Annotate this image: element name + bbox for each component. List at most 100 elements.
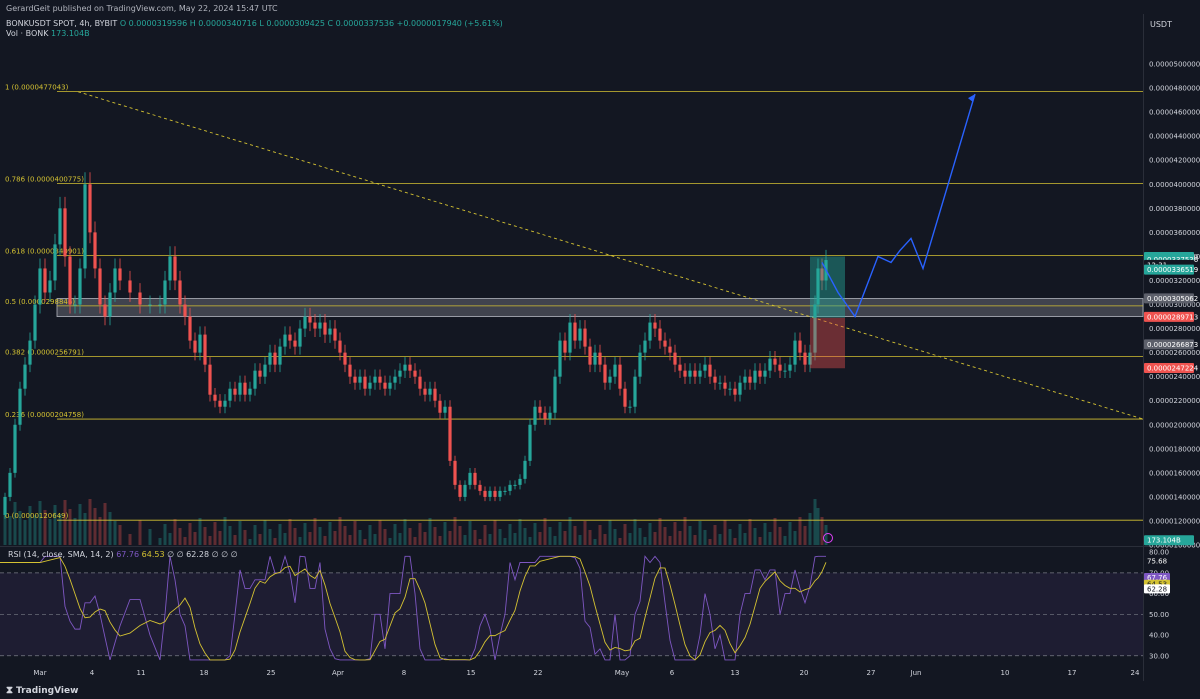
candle-body [138, 292, 142, 305]
projection-path[interactable] [821, 93, 976, 319]
rsi-tick-label: 30.00 [1149, 652, 1169, 660]
time-tick-label: 20 [800, 669, 809, 677]
candle-body [58, 208, 62, 245]
candle-body [668, 346, 672, 353]
candle-body [798, 340, 802, 353]
candle-body [208, 364, 212, 395]
price-tick-label: 0.0000260000 [1149, 349, 1200, 357]
candle-body [438, 400, 442, 413]
volume-bar [273, 538, 277, 545]
volume-bar [798, 517, 802, 545]
rsi-ma-line[interactable] [0, 555, 827, 661]
volume-bar [53, 505, 57, 545]
volume-bar [203, 527, 207, 545]
candle-body [178, 280, 182, 305]
volume-bar [263, 520, 267, 545]
long-stop-box[interactable] [810, 317, 845, 369]
volume-bar [328, 522, 332, 545]
volume-bar [308, 532, 312, 545]
candle-body [68, 256, 72, 305]
price-badge-label: 173.104B [1147, 537, 1181, 545]
volume-bar [228, 526, 232, 545]
long-target-box[interactable] [810, 256, 845, 318]
candle-body [528, 424, 532, 461]
volume-bar [728, 529, 732, 545]
volume-bar [538, 532, 542, 545]
resistance-zone-box[interactable] [56, 298, 1144, 317]
volume-bar [673, 522, 677, 545]
volume-bar [738, 524, 742, 545]
candle-body [613, 364, 617, 377]
volume-bar [478, 539, 482, 545]
volume-bar [783, 536, 787, 545]
price-tick-label: 0.0000420000 [1149, 157, 1200, 165]
volume-bar [18, 511, 22, 545]
candle-body [63, 208, 67, 257]
volume-bar [318, 527, 322, 545]
candle-body [468, 472, 472, 485]
candle-body [353, 376, 357, 383]
volume-bar [718, 534, 722, 545]
candle-body [103, 304, 107, 317]
ohlc-line: BONKUSDT SPOT, 4h, BYBIT O 0.0000319596 … [6, 19, 503, 28]
rsi-label[interactable]: RSI (14, close, SMA, 14, 2) [8, 550, 114, 559]
volume-bar [403, 519, 407, 545]
candle-body [633, 376, 637, 407]
volume-bar [48, 519, 52, 545]
candle-body [703, 364, 707, 371]
fib-level-label: 0 (0.0000120649) [5, 512, 69, 520]
candle-body [3, 496, 7, 515]
time-tick-label: Jun [910, 669, 922, 677]
volume-bar [508, 524, 512, 545]
volume-bar [493, 520, 497, 545]
candle-body [813, 304, 817, 353]
candle-body [323, 322, 327, 335]
price-badge [1144, 264, 1194, 275]
volume-bar [824, 525, 828, 545]
volume-bar [128, 534, 132, 545]
candle-body [333, 328, 337, 341]
volume-bar [428, 518, 432, 545]
candle-body [548, 412, 552, 419]
candle-body [763, 370, 767, 377]
volume-bar [593, 539, 597, 545]
candle-body [568, 322, 572, 353]
candle-body [693, 370, 697, 377]
symbol-label[interactable]: BONKUSDT SPOT, 4h, BYBIT [6, 19, 118, 28]
volume-bar [253, 525, 257, 545]
volume-bar [663, 527, 667, 545]
rsi-tick-label: 60.00 [1149, 590, 1169, 598]
price-tick-label: 0.0000120000 [1149, 517, 1200, 525]
time-tick-label: 13 [731, 669, 740, 677]
chart-canvas[interactable]: 0.0000500000 0.0000480000 0.0000460000 0.00… [0, 0, 1200, 681]
alert-icon[interactable] [823, 533, 833, 543]
volume-bar [648, 523, 652, 545]
candle-body [573, 322, 577, 341]
volume-bar [583, 521, 587, 545]
price-badge [1144, 362, 1194, 373]
price-tick-label: 0.0000440000 [1149, 133, 1200, 141]
volume-bar [188, 523, 192, 545]
candle-body [683, 370, 687, 377]
volume-bar [698, 521, 702, 545]
volume-bar [78, 504, 82, 545]
volume-bar [298, 537, 302, 545]
rsi-badge [1144, 556, 1170, 566]
volume-label[interactable]: Vol · BONK [6, 29, 49, 38]
volume-bar [163, 524, 167, 545]
volume-bar [513, 533, 517, 545]
volume-bar [83, 513, 87, 545]
candle-body [743, 376, 747, 383]
candle-body [623, 388, 627, 407]
price-badge-label: 0.0000247224 [1147, 364, 1199, 372]
volume-bar [628, 533, 632, 545]
time-tick-label: 22 [534, 669, 543, 677]
tradingview-logo[interactable]: ⧗ TradingView [6, 685, 78, 696]
volume-bar [523, 528, 527, 545]
volume-bar [753, 528, 757, 545]
currency-label[interactable]: USDT [1150, 20, 1172, 29]
price-tick-label: 0.0000300000 [1149, 301, 1200, 309]
volume-bar [608, 520, 612, 545]
time-tick-label: 25 [267, 669, 276, 677]
volume-bar [763, 523, 767, 545]
